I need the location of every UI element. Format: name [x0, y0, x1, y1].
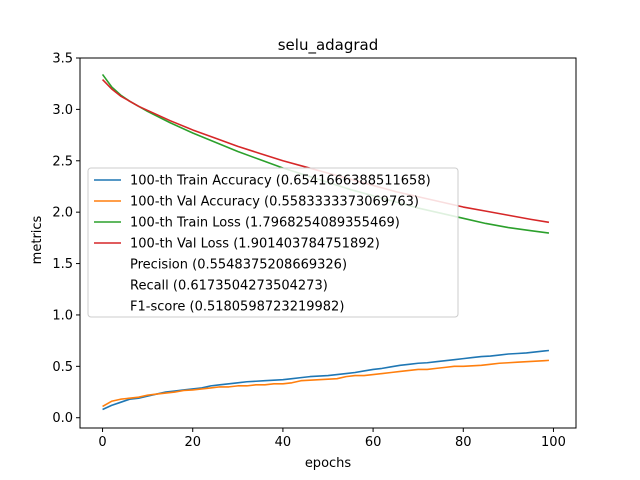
y-tick-label: 3.5 [52, 52, 73, 67]
y-axis-label: metrics [30, 215, 45, 264]
y-tick-label: 0.5 [52, 360, 73, 375]
legend-entry: Recall (0.6173504273504273) [130, 279, 328, 294]
legend-entry: F1-score (0.5180598723219982) [130, 300, 344, 315]
legend-box [87, 167, 459, 318]
x-tick-label: 60 [365, 435, 382, 450]
legend-entry: 100-th Val Accuracy (0.5583333373069763) [130, 195, 419, 210]
legend-entry: 100-th Train Accuracy (0.654166638851165… [130, 174, 431, 189]
x-axis: 0 20 40 60 80 100 [98, 428, 566, 450]
y-tick-label: 3.0 [52, 103, 73, 118]
x-tick-label: 40 [275, 435, 292, 450]
legend-entry: 100-th Train Loss (1.7968254089355469) [130, 216, 400, 231]
chart-title: selu_adagrad [278, 36, 379, 55]
y-tick-label: 1.0 [52, 308, 73, 323]
y-tick-label: 2.0 [52, 206, 73, 221]
legend: 100-th Train Accuracy (0.654166638851165… [87, 167, 459, 318]
x-tick-label: 20 [184, 435, 201, 450]
legend-entry: Precision (0.5548375208669326) [130, 258, 347, 273]
y-axis: 0.0 0.5 1.0 1.5 2.0 2.5 3.0 3.5 [52, 52, 80, 426]
x-axis-label: epochs [305, 456, 352, 471]
series-line-2 [102, 359, 550, 408]
axes-frame [79, 57, 577, 429]
y-tick-label: 1.5 [52, 257, 73, 272]
y-tick-label: 2.5 [52, 154, 73, 169]
x-tick-label: 0 [98, 435, 106, 450]
series-line-1 [102, 349, 550, 411]
y-tick-label: 0.0 [52, 411, 73, 426]
legend-entry: 100-th Val Loss (1.901403784751892) [130, 237, 380, 252]
x-tick-label: 100 [541, 435, 566, 450]
series-line-4 [101, 79, 550, 224]
x-tick-label: 80 [455, 435, 472, 450]
